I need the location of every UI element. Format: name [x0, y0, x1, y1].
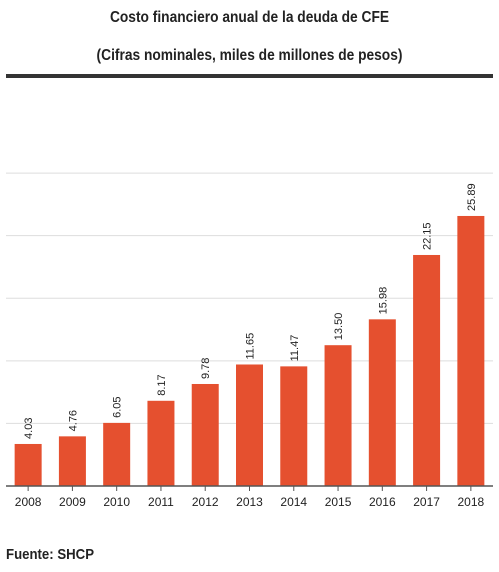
x-axis-ticks [27, 486, 472, 491]
x-tick-label-2016: 2016 [369, 495, 396, 509]
data-label-2016: 15.98 [377, 287, 389, 315]
data-label-2009: 4.76 [67, 410, 79, 431]
data-label-2010: 6.05 [112, 396, 124, 417]
bar-2008 [14, 443, 42, 486]
chart-title: Costo financiero anual de la deuda de CF… [109, 9, 390, 26]
data-label-2015: 13.50 [333, 313, 345, 341]
data-label-2012: 9.78 [200, 358, 212, 379]
bar-2015 [324, 345, 352, 486]
data-label-2014: 11.47 [289, 335, 301, 362]
data-label-2013: 11.65 [245, 333, 257, 360]
data-labels: 4.03 4.76 6.05 8.17 9.78 11.65 11.47 13.50 15.98… [23, 183, 478, 439]
x-tick-label-2018: 2018 [458, 495, 485, 509]
x-tick-labels: 2008 2009 2010 2011 2012 2013 2014 2015 2016 2017… [15, 495, 485, 509]
data-label-2011: 8.17 [156, 374, 168, 395]
bar-2011 [147, 400, 175, 486]
x-tick-label-2012: 2012 [192, 495, 219, 509]
x-tick-label-2015: 2015 [325, 495, 352, 509]
x-tick-label-2010: 2010 [103, 495, 130, 509]
gridlines [6, 172, 493, 424]
bar-chart: 4.03 4.76 6.05 8.17 9.78 11.65 11.47 13.50 15.98… [6, 172, 493, 509]
x-tick-label-2013: 2013 [236, 495, 263, 509]
bars [14, 215, 485, 486]
bar-2014 [280, 366, 308, 486]
chart-subtitle: (Cifras nominales, miles de millones de … [96, 47, 403, 64]
bar-2009 [58, 436, 86, 486]
source-note: Fuente: SHCP [6, 546, 95, 563]
bar-2013 [236, 364, 263, 486]
x-tick-label-2011: 2011 [148, 495, 174, 509]
bar-2016 [368, 319, 396, 486]
x-tick-label-2017: 2017 [413, 495, 440, 509]
data-label-2017: 22.15 [422, 222, 434, 250]
title-divider [6, 74, 493, 78]
x-tick-label-2009: 2009 [59, 495, 86, 509]
x-tick-label-2008: 2008 [15, 495, 42, 509]
bar-2012 [191, 383, 219, 486]
bar-2017 [413, 254, 441, 486]
x-tick-label-2014: 2014 [280, 495, 307, 509]
bar-2010 [103, 422, 131, 486]
data-label-2008: 4.03 [23, 418, 35, 439]
data-label-2018: 25.89 [466, 183, 478, 211]
bar-2018 [457, 215, 485, 486]
